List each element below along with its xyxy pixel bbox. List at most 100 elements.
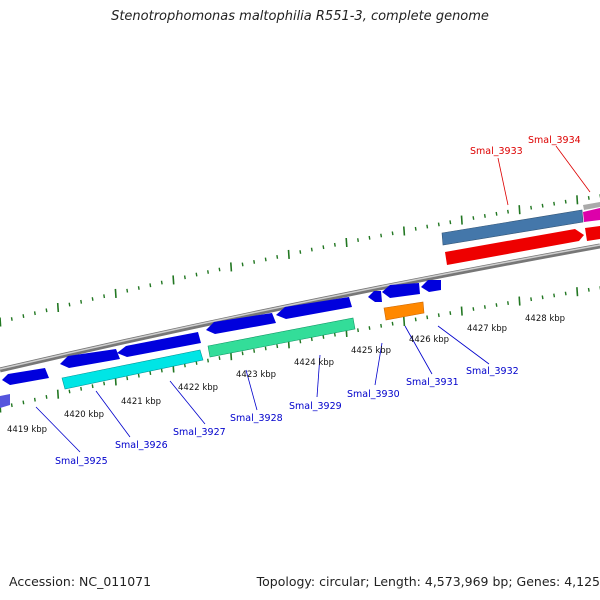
tick-mark: [333, 332, 336, 337]
tick-mark: [126, 288, 129, 293]
tick-mark: [507, 301, 509, 306]
tick-mark: [276, 254, 279, 259]
tick-mark: [45, 394, 48, 399]
tick-mark: [33, 311, 36, 316]
tick-mark: [472, 307, 475, 311]
tick-mark: [68, 302, 71, 307]
tick-mark: [322, 334, 325, 339]
tick-mark: [460, 306, 463, 316]
tick-mark: [241, 262, 244, 267]
tick-mark: [426, 315, 429, 320]
tick-mark: [518, 296, 521, 306]
tick-mark: [437, 313, 440, 318]
tick-mark: [403, 226, 406, 236]
tick-mark: [137, 286, 140, 290]
upper-right-genes: [441, 202, 600, 265]
gene-label[interactable]: Smal_3933: [470, 146, 523, 157]
gene-feature[interactable]: [61, 349, 204, 390]
tick-mark: [241, 351, 244, 356]
scale-label: 4420 kbp: [64, 410, 104, 420]
tick-mark: [207, 270, 209, 274]
gene-feature[interactable]: [206, 313, 276, 334]
tick-mark: [56, 389, 60, 399]
reverse-strand-genes: [0, 280, 441, 408]
gene-label[interactable]: Smal_3930: [347, 389, 400, 400]
gene-feature[interactable]: [585, 226, 600, 241]
gene-feature[interactable]: [117, 332, 201, 357]
tick-mark: [564, 199, 567, 204]
gene-feature[interactable]: [368, 291, 382, 302]
gene-label[interactable]: Smal_3925: [55, 456, 108, 467]
gene-feature[interactable]: [583, 208, 600, 222]
tick-mark: [541, 295, 544, 300]
tick-marks: [0, 194, 600, 413]
tick-mark: [541, 203, 544, 208]
gene-label[interactable]: Smal_3926: [115, 440, 168, 451]
tick-mark: [426, 224, 429, 229]
tick-mark: [483, 305, 486, 309]
tick-mark: [207, 358, 209, 363]
gene-feature[interactable]: [207, 317, 356, 358]
scale-label: 4419 kbp: [7, 425, 47, 435]
tick-mark: [172, 275, 175, 285]
tick-mark: [80, 386, 83, 391]
scale-labels: 4419 kbp 4420 kbp 4421 kbp 4422 kbp 4423…: [7, 314, 565, 435]
tick-mark: [183, 363, 186, 368]
gene-label[interactable]: Smal_3927: [173, 427, 226, 438]
gene-feature[interactable]: [441, 209, 584, 246]
tick-mark: [56, 302, 60, 313]
gene-feature[interactable]: [60, 349, 120, 368]
forward-strand-genes: [61, 301, 425, 390]
tick-mark: [322, 245, 325, 250]
tick-mark: [357, 238, 359, 243]
scale-label: 4422 kbp: [178, 383, 218, 393]
tick-mark: [357, 328, 359, 333]
gene-feature[interactable]: [0, 394, 10, 408]
tick-mark: [68, 389, 71, 394]
gene-feature[interactable]: [383, 301, 425, 321]
tick-mark: [380, 323, 383, 328]
tick-mark: [218, 267, 221, 272]
gene-feature[interactable]: [2, 368, 49, 385]
gene-label[interactable]: Smal_3928: [230, 413, 283, 424]
scale-label: 4426 kbp: [409, 335, 449, 345]
tick-mark: [530, 205, 533, 210]
tick-mark: [310, 247, 313, 252]
tick-mark: [160, 280, 163, 285]
tick-mark: [345, 237, 348, 248]
gene-feature[interactable]: [276, 297, 352, 319]
map-title: Stenotrophomonas maltophilia R551-3, com…: [111, 9, 489, 24]
scale-label: 4423 kbp: [236, 370, 276, 380]
gene-feature[interactable]: [445, 229, 584, 265]
tick-mark: [80, 299, 83, 304]
tick-mark: [368, 326, 371, 330]
gene-label[interactable]: Smal_3934: [528, 135, 581, 146]
tick-mark: [472, 216, 475, 220]
tick-mark: [495, 211, 498, 216]
gene-label[interactable]: Smal_3931: [406, 377, 459, 388]
tick-mark: [564, 291, 567, 296]
tick-mark: [403, 316, 406, 327]
scale-label: 4421 kbp: [121, 397, 161, 407]
tick-mark: [576, 195, 579, 205]
tick-mark: [22, 400, 25, 405]
gene-label[interactable]: Smal_3929: [289, 401, 342, 412]
gene-label[interactable]: Smal_3932: [466, 366, 519, 377]
tick-mark: [10, 403, 13, 408]
gene-feature[interactable]: [583, 202, 600, 210]
tick-mark: [449, 311, 452, 316]
tick-mark: [230, 262, 233, 272]
gene-feature[interactable]: [382, 283, 420, 298]
tick-mark: [218, 356, 221, 361]
gene-feature[interactable]: [421, 280, 441, 292]
tick-mark: [414, 317, 417, 322]
tick-mark: [507, 209, 509, 214]
tick-mark: [126, 376, 129, 381]
tick-mark: [91, 297, 94, 301]
tick-mark: [310, 337, 313, 342]
tick-mark: [103, 294, 106, 299]
tick-mark: [483, 213, 486, 218]
scale-label: 4425 kbp: [351, 346, 391, 356]
tick-mark: [195, 361, 198, 365]
